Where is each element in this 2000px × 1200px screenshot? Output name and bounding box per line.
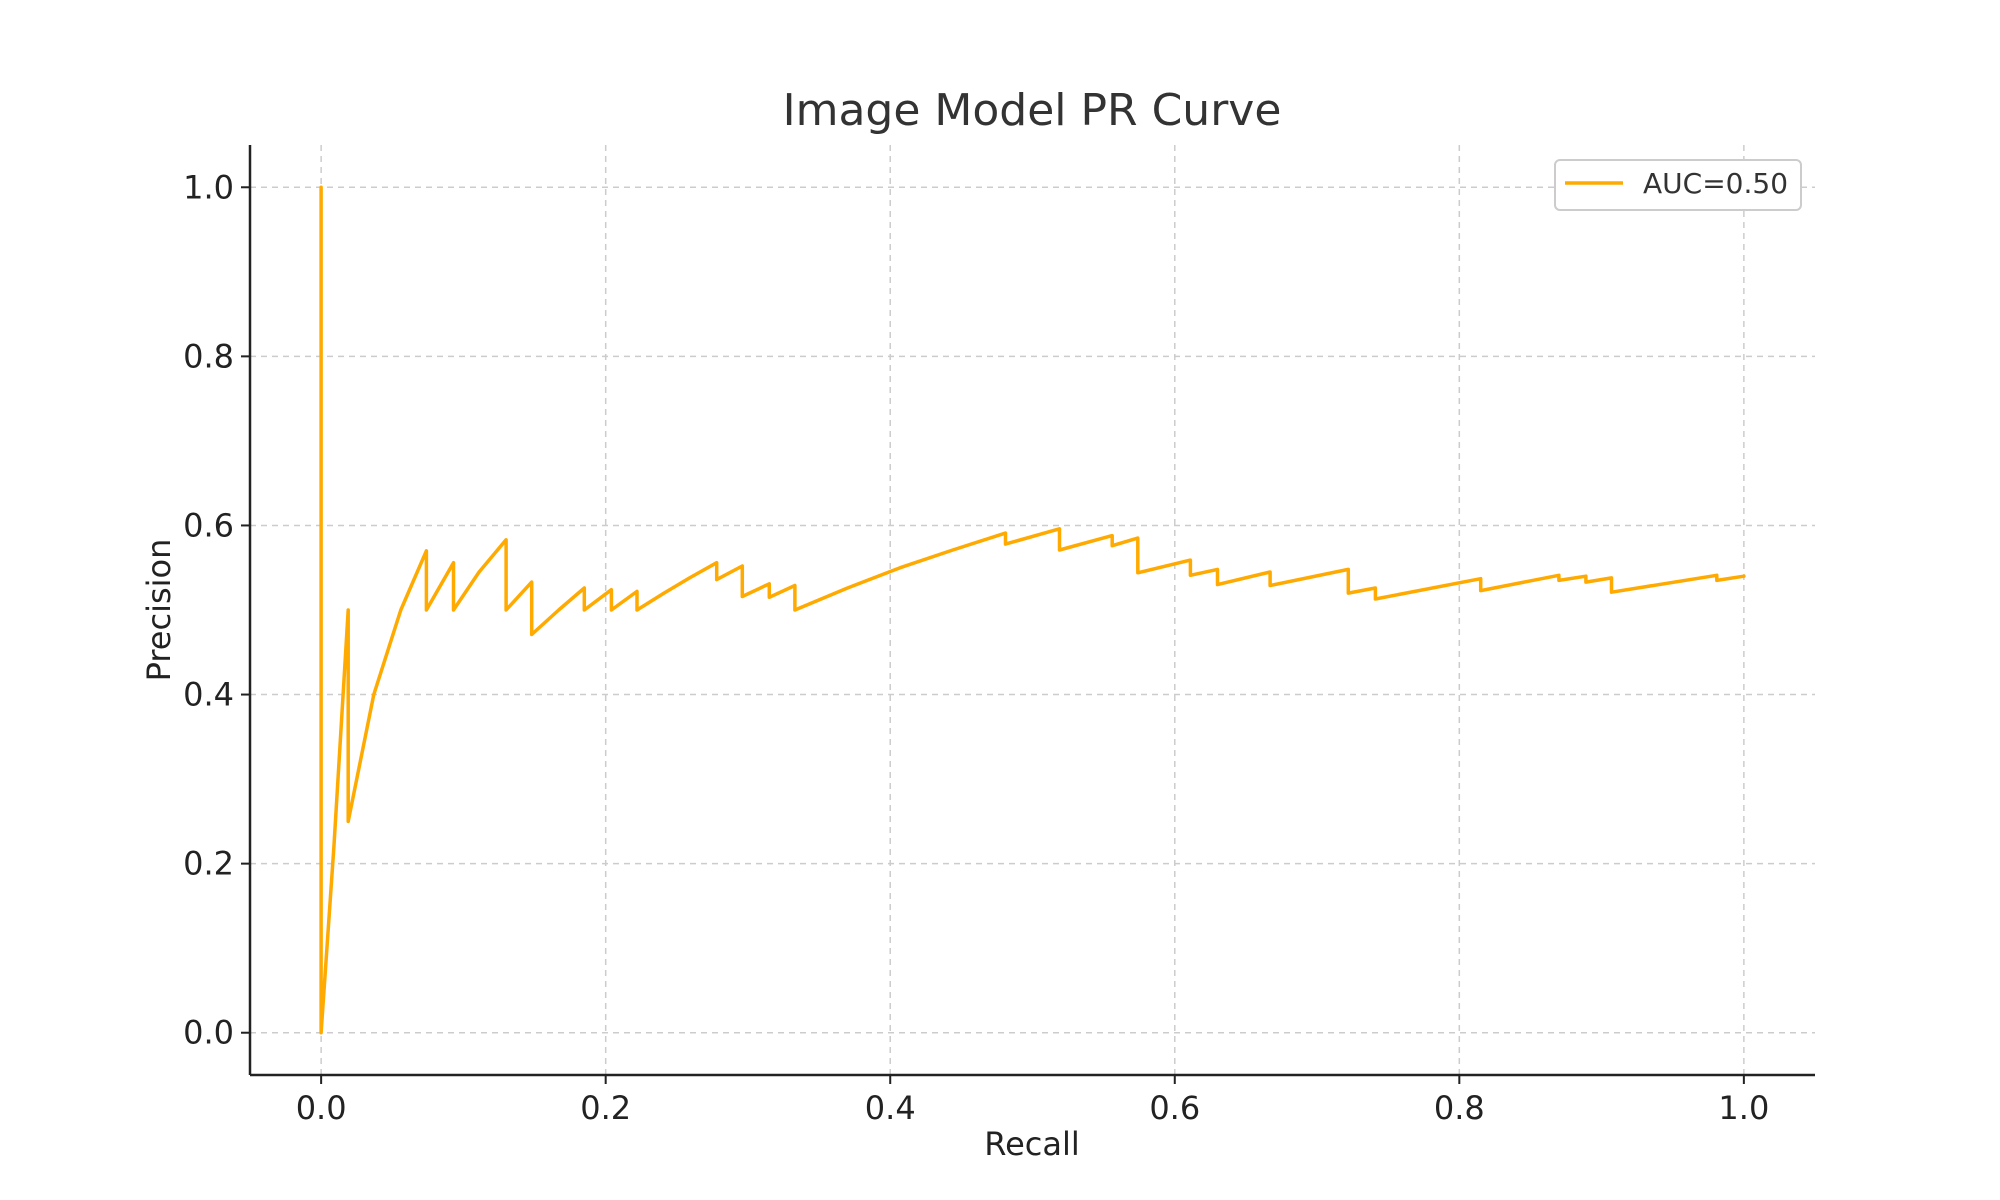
legend-label: AUC=0.50 [1643,167,1788,200]
x-tick-label: 1.0 [1718,1089,1769,1127]
y-tick-label: 0.2 [183,845,234,883]
x-tick-label: 0.0 [296,1089,347,1127]
grid-layer [250,145,1815,1075]
y-tick-label: 0.8 [183,337,234,375]
y-tick-label: 0.4 [183,676,234,714]
ticks-layer: 0.0 0.2 0.4 0.6 0.8 1.0 0.0 0.2 0.4 0.6 0.8 1.0 [183,168,1769,1127]
x-tick-label: 0.6 [1149,1089,1200,1127]
x-tick-label: 0.4 [865,1089,916,1127]
y-tick-label: 1.0 [183,168,234,206]
x-tick-label: 0.8 [1434,1089,1485,1127]
legend: AUC=0.50 [1554,159,1802,211]
chart-title: Image Model PR Curve [783,85,1282,136]
y-tick-label: 0.6 [183,506,234,544]
series-layer [319,185,1746,1035]
y-axis-label: Precision [140,539,178,682]
x-tick-label: 0.2 [580,1089,631,1127]
x-axis-label: Recall [984,1125,1079,1163]
axes-spines [248,145,1815,1077]
y-tick-label: 0.0 [183,1014,234,1052]
legend-box [1554,159,1802,211]
pr-curve-line [319,185,1746,1035]
